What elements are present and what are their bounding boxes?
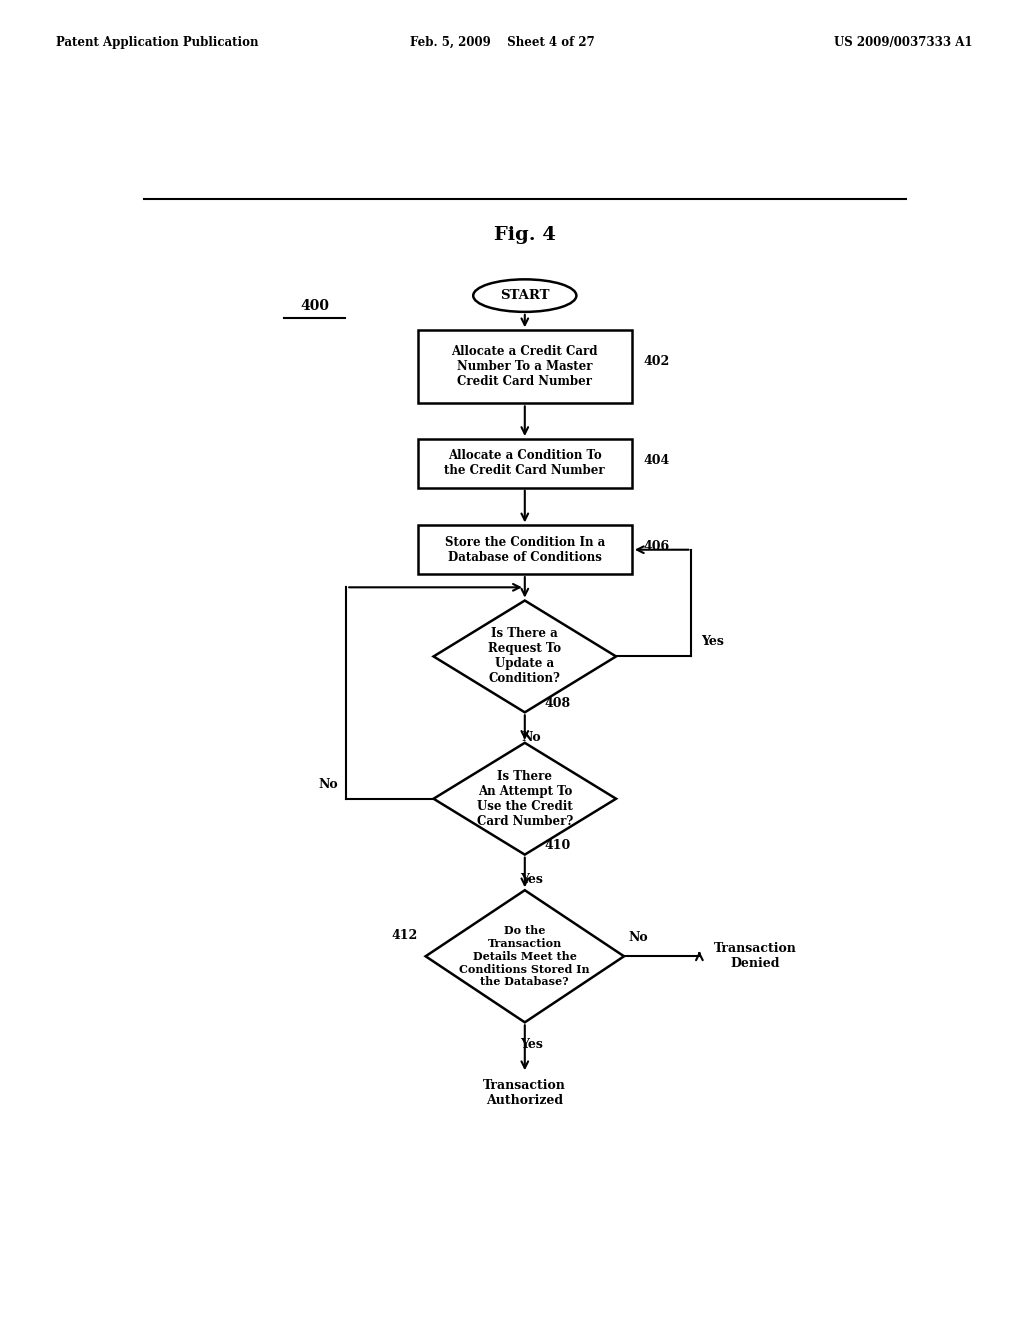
Text: Yes: Yes	[520, 873, 543, 886]
Text: Feb. 5, 2009    Sheet 4 of 27: Feb. 5, 2009 Sheet 4 of 27	[410, 36, 594, 49]
Text: Patent Application Publication: Patent Application Publication	[56, 36, 259, 49]
Text: 412: 412	[391, 929, 418, 942]
Text: 410: 410	[545, 840, 571, 853]
Text: Allocate a Credit Card
Number To a Master
Credit Card Number: Allocate a Credit Card Number To a Maste…	[452, 346, 598, 388]
Text: Is There
An Attempt To
Use the Credit
Card Number?: Is There An Attempt To Use the Credit Ca…	[477, 770, 572, 828]
Text: Yes: Yes	[701, 635, 724, 648]
Text: Store the Condition In a
Database of Conditions: Store the Condition In a Database of Con…	[444, 536, 605, 564]
Text: START: START	[500, 289, 550, 302]
Text: No: No	[521, 731, 541, 743]
Text: Fig. 4: Fig. 4	[494, 226, 556, 244]
Text: Is There a
Request To
Update a
Condition?: Is There a Request To Update a Condition…	[488, 627, 561, 685]
Text: Do the
Transaction
Details Meet the
Conditions Stored In
the Database?: Do the Transaction Details Meet the Cond…	[460, 925, 590, 987]
Text: US 2009/0037333 A1: US 2009/0037333 A1	[835, 36, 973, 49]
Text: Yes: Yes	[520, 1038, 543, 1051]
Text: No: No	[628, 931, 647, 944]
Text: Transaction
Authorized: Transaction Authorized	[483, 1080, 566, 1107]
Text: Transaction
Denied: Transaction Denied	[714, 942, 797, 970]
Text: 404: 404	[644, 454, 670, 467]
Text: 408: 408	[545, 697, 570, 710]
Text: 402: 402	[644, 355, 670, 368]
Text: 400: 400	[300, 298, 329, 313]
Text: No: No	[318, 777, 338, 791]
Text: Allocate a Condition To
the Credit Card Number: Allocate a Condition To the Credit Card …	[444, 449, 605, 478]
Text: 406: 406	[644, 540, 670, 553]
